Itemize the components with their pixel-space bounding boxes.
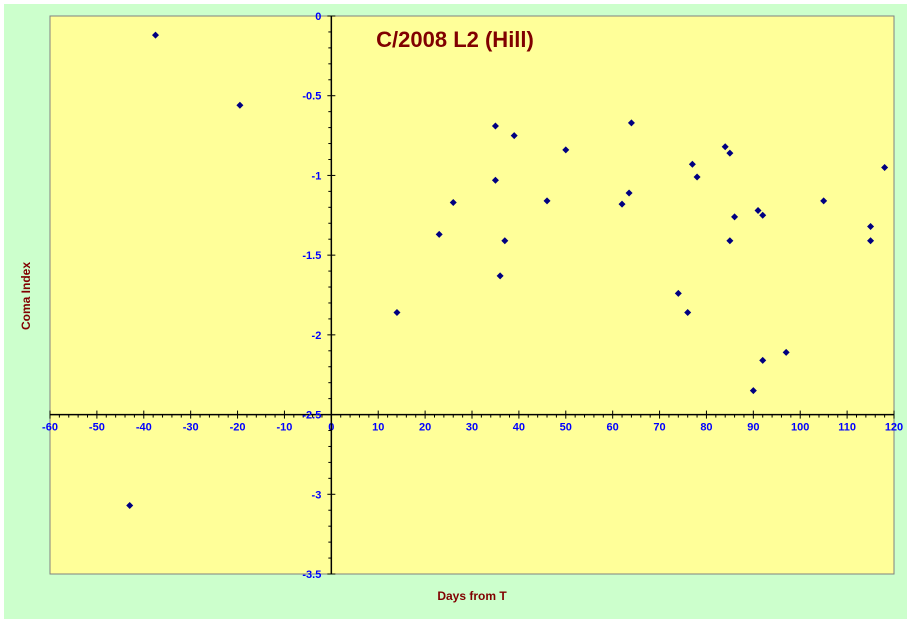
x-tick-label: 80: [700, 422, 712, 434]
y-axis-title: Coma Index: [19, 262, 33, 330]
x-tick-label: 40: [513, 422, 525, 434]
y-tick-label: -2.5: [302, 410, 321, 422]
x-tick-label: 30: [466, 422, 478, 434]
x-tick-label: 10: [372, 422, 384, 434]
x-tick-label: 20: [419, 422, 431, 434]
data-point: [731, 213, 739, 221]
y-tick-label: -3.5: [302, 569, 321, 581]
data-point: [543, 197, 551, 205]
data-point: [782, 348, 790, 356]
data-point: [236, 101, 244, 109]
data-point: [510, 132, 518, 140]
data-point: [726, 149, 734, 157]
x-tick-label: 90: [747, 422, 759, 434]
data-point: [684, 309, 692, 317]
data-point: [435, 230, 443, 238]
data-point: [721, 143, 729, 151]
data-point: [881, 163, 889, 171]
data-point: [491, 122, 499, 130]
x-tick-label: 50: [560, 422, 572, 434]
x-tick-label: -50: [89, 422, 105, 434]
data-point: [759, 356, 767, 364]
data-point: [754, 207, 762, 215]
data-point: [491, 176, 499, 184]
data-point: [501, 237, 509, 245]
x-axis-title: Days from T: [437, 589, 507, 603]
y-tick-label: -2: [312, 330, 322, 342]
plot-area: [49, 15, 895, 575]
data-point: [688, 160, 696, 168]
data-point: [126, 501, 134, 509]
x-tick-label: 120: [885, 422, 903, 434]
x-tick-label: -40: [136, 422, 152, 434]
data-point: [393, 309, 401, 317]
data-points: [126, 31, 889, 509]
x-tick-label: -10: [276, 422, 292, 434]
x-axis: -60-50-40-30-20-100102030405060708090100…: [42, 410, 903, 434]
y-axis: 0 -0.5 -1 -1.5 -2 -2.5 -3 -3.5: [302, 11, 336, 581]
data-point: [867, 237, 875, 245]
data-point: [693, 173, 701, 181]
x-tick-label: 110: [838, 422, 856, 434]
data-point: [618, 200, 626, 208]
data-point: [449, 199, 457, 207]
x-tick-label: -30: [183, 422, 199, 434]
x-tick-label: -20: [230, 422, 246, 434]
y-tick-label: -1: [312, 170, 322, 182]
data-point: [820, 197, 828, 205]
data-point: [625, 189, 633, 197]
x-tick-label: -60: [42, 422, 58, 434]
data-point: [496, 272, 504, 280]
x-tick-label: 60: [607, 422, 619, 434]
x-tick-label: 100: [791, 422, 809, 434]
y-tick-label: 0: [315, 11, 321, 23]
data-point: [627, 119, 635, 127]
data-point: [759, 211, 767, 219]
data-point: [562, 146, 570, 154]
x-tick-label: 70: [653, 422, 665, 434]
y-tick-label: -0.5: [302, 91, 321, 103]
chart-title: C/2008 L2 (Hill): [376, 27, 534, 52]
y-tick-label: -1.5: [302, 250, 321, 262]
data-point: [674, 289, 682, 297]
data-point: [152, 31, 159, 39]
data-point: [867, 222, 875, 230]
y-tick-label: -3: [312, 489, 322, 501]
data-point: [726, 237, 734, 245]
data-point: [749, 387, 757, 395]
